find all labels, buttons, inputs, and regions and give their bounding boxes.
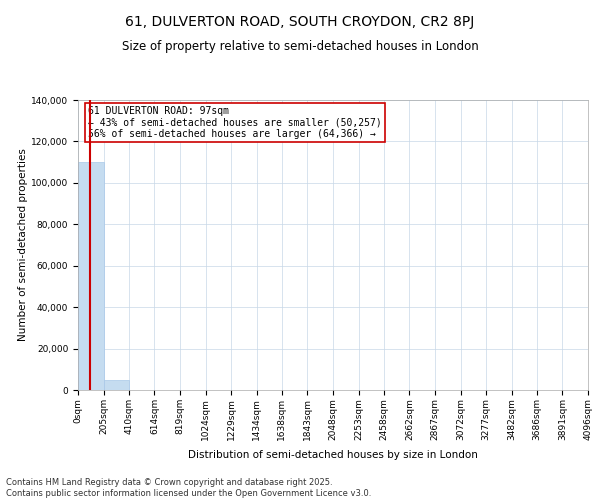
Text: 61 DULVERTON ROAD: 97sqm
← 43% of semi-detached houses are smaller (50,257)
56% : 61 DULVERTON ROAD: 97sqm ← 43% of semi-d… [88,106,382,139]
Text: Contains HM Land Registry data © Crown copyright and database right 2025.
Contai: Contains HM Land Registry data © Crown c… [6,478,371,498]
Bar [78,162,104,390]
Text: Size of property relative to semi-detached houses in London: Size of property relative to semi-detach… [122,40,478,53]
Text: 61, DULVERTON ROAD, SOUTH CROYDON, CR2 8PJ: 61, DULVERTON ROAD, SOUTH CROYDON, CR2 8… [125,15,475,29]
Bar [104,380,129,390]
Text: Distribution of semi-detached houses by size in London: Distribution of semi-detached houses by … [188,450,478,460]
Y-axis label: Number of semi-detached properties: Number of semi-detached properties [18,148,28,342]
